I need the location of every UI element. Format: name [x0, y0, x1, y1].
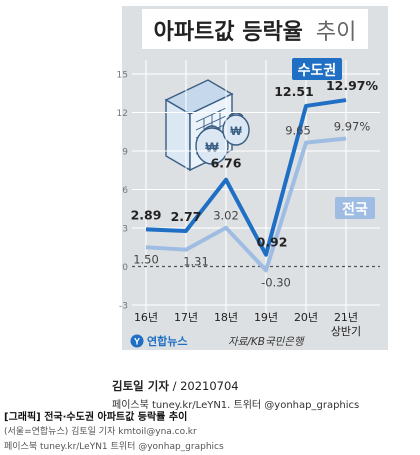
data-label-national: 9.65	[285, 124, 311, 138]
title-box	[142, 9, 368, 49]
data-label-sudo: 0.92	[257, 235, 288, 250]
data-label-national: 1.31	[183, 255, 209, 269]
caption-social: 페이스북 tuney.kr/LeYN1 트위터 @yonhap_graphics	[4, 442, 224, 452]
chart-title-main: 아파트값 등락율	[154, 20, 303, 45]
x-tick-label: 19년	[254, 311, 278, 324]
data-label-sudo: 12.97%	[326, 78, 379, 93]
source-text: 자료/KB국민은행	[228, 336, 305, 348]
chart-title-suffix: 추이	[316, 20, 356, 45]
x-tick-label: 17년	[174, 311, 198, 324]
y-tick-label: 0	[122, 263, 128, 273]
social-links: 페이스북 tuney.kr/LeYN1. 트위터 @yonhap_graphic…	[112, 400, 360, 411]
y-tick-label: 15	[117, 71, 128, 81]
chart-panel	[122, 6, 388, 350]
data-label-national: 9.97%	[334, 120, 371, 134]
data-label-sudo: 6.76	[211, 156, 242, 171]
svg-text:₩: ₩	[230, 124, 242, 138]
data-label-sudo: 2.89	[131, 207, 162, 222]
chart-title: 아파트값 등락율 추이	[154, 20, 357, 45]
y-tick-label: 6	[122, 186, 128, 196]
yonhap-logo: Y 연합뉴스	[130, 334, 187, 348]
caption-credit: (서울=연합뉴스) 김토일 기자 kmtoil@yna.co.kr	[4, 427, 197, 437]
byline-date: / 20210704	[172, 379, 239, 393]
y-tick-label: 12	[117, 109, 128, 119]
legend-sudo: 수도권	[298, 63, 337, 79]
x-tick-label: 20년	[294, 311, 318, 324]
x-tick-sublabel: 상반기	[331, 325, 361, 338]
legend-national-box	[335, 197, 375, 219]
data-label-sudo: 12.51	[274, 84, 314, 99]
series-line-sudo	[145, 98, 347, 257]
data-label-national: 1.50	[133, 252, 159, 266]
data-label-sudo: 2.77	[171, 209, 202, 224]
y-tick-label: -3	[119, 302, 128, 312]
svg-text:₩: ₩	[205, 139, 219, 155]
x-tick-label: 18년	[214, 311, 238, 324]
series-line-national	[145, 136, 347, 273]
y-tick-label: 3	[122, 225, 128, 235]
logo-text: 연합뉴스	[147, 334, 187, 348]
x-tick-label: 16년	[134, 311, 158, 324]
y-tick-label: 9	[122, 148, 128, 158]
legend-sudo-box	[292, 58, 342, 80]
data-label-national: 3.02	[213, 209, 239, 223]
x-tick-label: 21년	[334, 311, 358, 324]
reporter-name: 김토일 기자	[112, 379, 169, 393]
byline: 김토일 기자 / 20210704	[112, 378, 239, 394]
data-label-national: -0.30	[261, 275, 291, 289]
caption-title: [그래픽] 전국·수도권 아파트값 등락률 추이	[4, 412, 188, 423]
legend-national: 전국	[342, 201, 368, 218]
svg-text:Y: Y	[134, 337, 140, 347]
